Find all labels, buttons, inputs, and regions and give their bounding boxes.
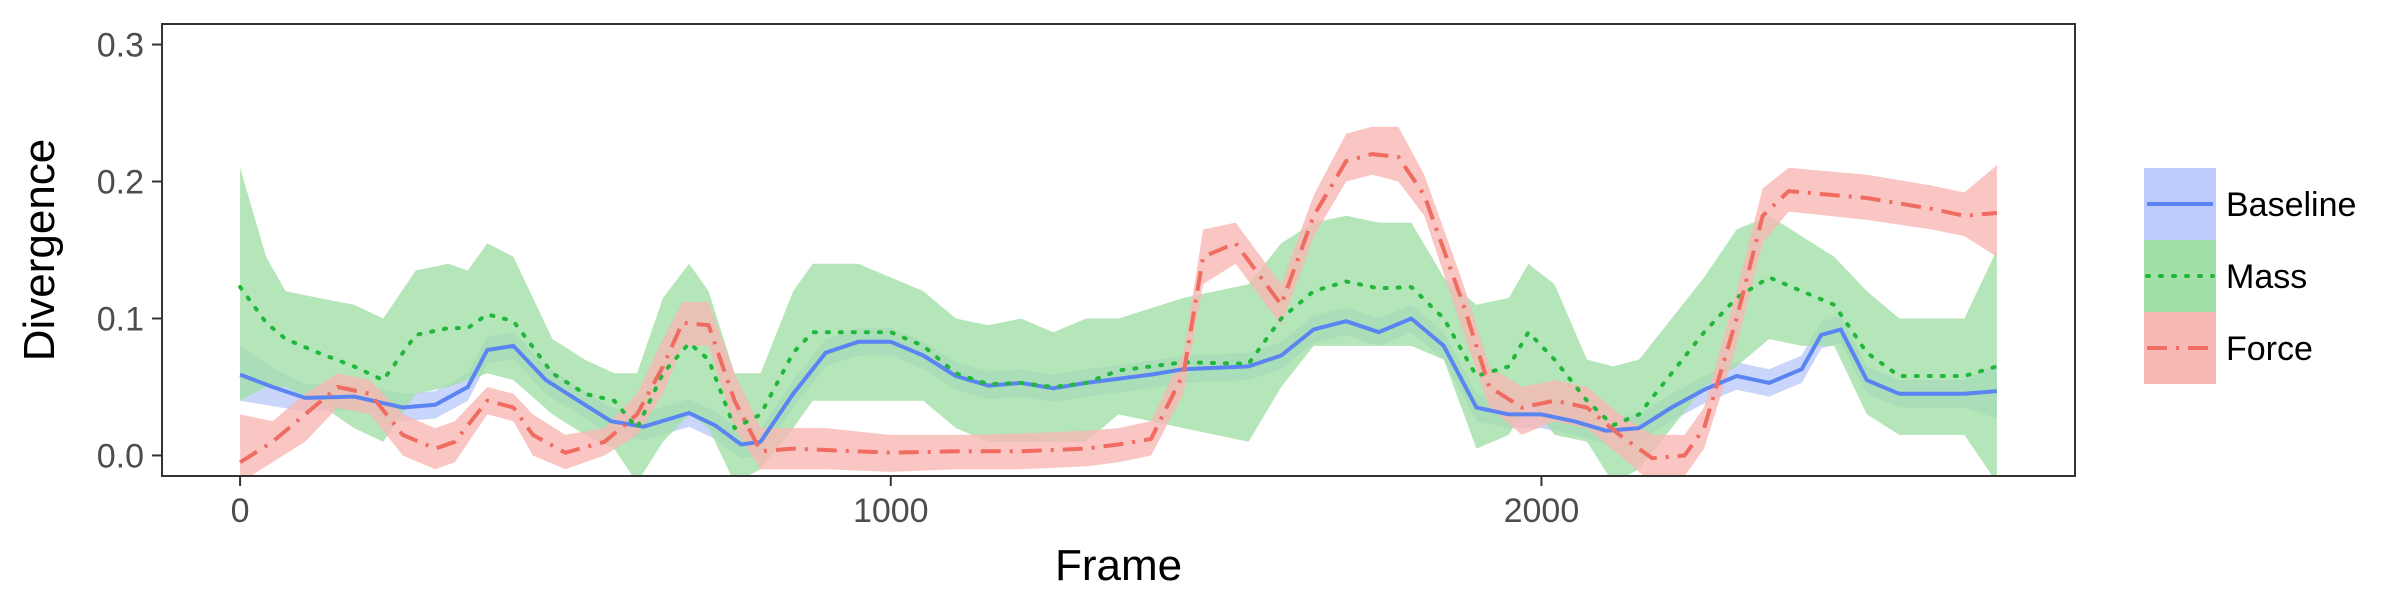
y-tick-label: 0.3 [97,27,144,65]
legend-item-baseline: Baseline [2144,168,2356,240]
y-tick-label: 0.1 [97,300,144,338]
legend: Baseline Mass Force [2144,168,2356,384]
series-lines [238,152,1999,464]
x-tick-label: 2000 [1504,492,1580,530]
legend-label: Force [2226,330,2313,368]
y-axis: 0.0 0.1 0.2 0.3 [97,27,162,475]
legend-label: Mass [2226,258,2307,296]
line-mass [238,275,1999,431]
legend-item-mass: Mass [2144,240,2307,312]
line-force [239,152,1998,464]
x-tick-label: 0 [231,492,250,530]
x-tick-label: 1000 [853,492,929,530]
y-axis-title: Divergence [15,139,64,362]
legend-item-force: Force [2144,312,2313,384]
confidence-ribbons [240,126,1997,476]
x-axis: 0 1000 2000 [231,476,1580,530]
x-axis-title: Frame [1055,541,1182,590]
y-tick-label: 0.0 [97,437,144,475]
legend-label: Baseline [2226,186,2356,224]
plot-panel-border [161,23,2076,477]
ribbon-force [240,126,1997,476]
y-tick-label: 0.2 [97,164,144,202]
legend-key-fill [2144,240,2216,312]
